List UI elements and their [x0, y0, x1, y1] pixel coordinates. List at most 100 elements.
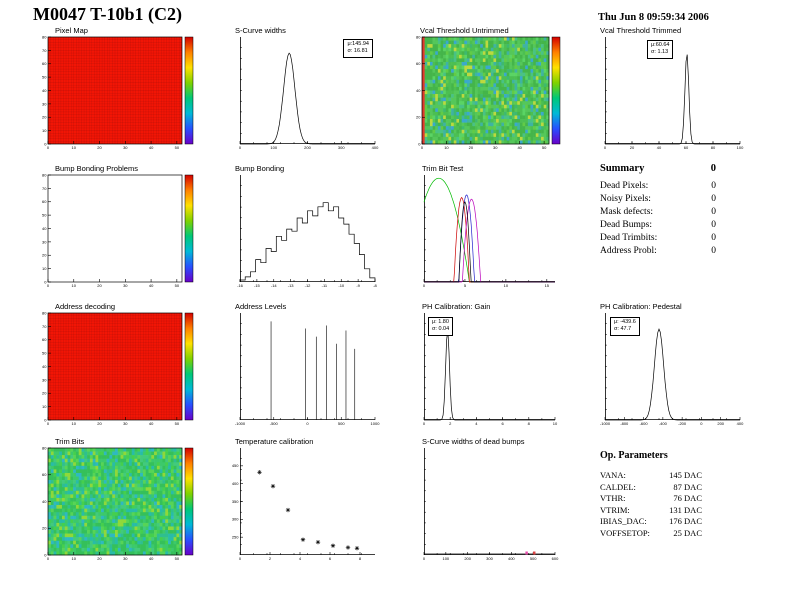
- svg-text:40: 40: [657, 145, 662, 150]
- svg-text:20: 20: [416, 115, 421, 120]
- panel-s-curve-widths: S-Curve widths 0 100 200 300 400 μ:145.94 σ:…: [235, 26, 379, 150]
- summary-row-dead-pixels: Dead Pixels: 0: [600, 180, 716, 193]
- panel-pixel-map: Pixel Map 0 10 20 30 40 50 0 10 20 30 40 50 60 70 80: [42, 26, 194, 150]
- svg-text:10: 10: [444, 145, 449, 150]
- svg-text:70: 70: [42, 324, 47, 329]
- svg-text:10: 10: [72, 556, 77, 561]
- svg-text:0: 0: [418, 141, 421, 146]
- svg-text:40: 40: [416, 88, 421, 93]
- svg-text:100: 100: [442, 556, 449, 561]
- svg-text:60: 60: [42, 61, 47, 66]
- temperature-calibration-plot: 0 2 4 6 8 250 300 350 400 450: [232, 448, 375, 561]
- svg-text:-800: -800: [620, 421, 629, 426]
- address-decoding-title: Address decoding: [55, 302, 116, 311]
- panel-ph-calibration-pedestal: PH Calibration: Pedestal -1000 -800 -600 -4…: [600, 302, 744, 426]
- svg-text:30: 30: [42, 377, 47, 382]
- svg-text:500: 500: [338, 421, 345, 426]
- svg-text:0: 0: [47, 283, 50, 288]
- address-levels-plot: -1000 -500 0 500 1000: [235, 313, 380, 426]
- panel-bump-bonding-problems: Bump Bonding Problems 0 10 20 30 40 50 0 10 20 30…: [42, 164, 194, 288]
- svg-text:20: 20: [97, 145, 102, 150]
- svg-text:10: 10: [72, 421, 77, 426]
- svg-text:400: 400: [232, 481, 239, 486]
- op-parameters-block: Op. Parameters VANA: 145 DAC CALDEL: 87 …: [600, 450, 702, 539]
- op-parameters-title: Op. Parameters: [600, 450, 668, 461]
- svg-text:-200: -200: [678, 421, 687, 426]
- svg-text:-400: -400: [659, 421, 668, 426]
- summary-value: 0: [711, 181, 716, 191]
- svg-text:50: 50: [175, 283, 180, 288]
- pixel-map-plot: 0 10 20 30 40 50 0 10 20 30 40 50 60 70 80: [42, 34, 194, 150]
- svg-text:40: 40: [149, 421, 154, 426]
- summary-title: Summary: [600, 163, 645, 174]
- svg-text:-500: -500: [270, 421, 279, 426]
- op-label: VTRIM:: [600, 504, 630, 515]
- svg-text:-10: -10: [338, 283, 345, 288]
- stats-mu: μ:145.94: [347, 41, 369, 47]
- svg-text:-11: -11: [322, 283, 328, 288]
- svg-text:10: 10: [42, 266, 47, 271]
- svg-text:50: 50: [42, 75, 47, 80]
- svg-text:8: 8: [528, 421, 531, 426]
- svg-text:20: 20: [42, 526, 47, 531]
- svg-text:10: 10: [504, 283, 509, 288]
- summary-value: 0: [711, 207, 716, 217]
- summary-label: Address Probl:: [600, 246, 657, 256]
- svg-text:450: 450: [232, 463, 239, 468]
- op-label: VTHR:: [600, 493, 626, 503]
- bump-bonding-problems-plot: 0 10 20 30 40 50 0 10 20 30 40 50 60 70 80: [42, 172, 194, 288]
- svg-text:2: 2: [449, 421, 452, 426]
- svg-text:50: 50: [42, 351, 47, 356]
- summary-label: Dead Bumps:: [600, 220, 652, 230]
- svg-text:60: 60: [684, 145, 689, 150]
- op-value: 145 DAC: [669, 470, 702, 480]
- timestamp: Thu Jun 8 09:59:34 2006: [598, 12, 709, 23]
- svg-text:10: 10: [42, 404, 47, 409]
- svg-text:0: 0: [423, 283, 426, 288]
- ph-calibration-pedestal-plot: -1000 -800 -600 -400 -200 0 200 400: [600, 313, 744, 426]
- svg-text:-15: -15: [254, 283, 261, 288]
- svg-text:0: 0: [239, 145, 242, 150]
- svg-text:0: 0: [44, 417, 47, 422]
- svg-text:30: 30: [42, 239, 47, 244]
- s-curve-widths-title: S-Curve widths: [235, 26, 286, 35]
- op-label: VOFFSETOP:: [600, 527, 650, 538]
- pixel-map-title: Pixel Map: [55, 26, 88, 35]
- svg-text:50: 50: [542, 145, 547, 150]
- svg-text:30: 30: [123, 145, 128, 150]
- summary-row-noisy-pixels: Noisy Pixels: 0: [600, 193, 716, 206]
- op-value: 176 DAC: [669, 516, 702, 526]
- vcal-threshold-untrimmed-plot: 0 10 20 30 40 50 0 20 40 60 80: [416, 34, 561, 150]
- panel-s-curve-widths-dead-bumps: S-Curve widths of dead bumps 0 100 200 300 4…: [422, 437, 559, 561]
- op-row-voffsetop: VOFFSETOP: 25 DAC: [600, 528, 702, 540]
- bump-bonding-plot: -16 -15 -14 -13 -12 -11 -10 -9 -8: [237, 175, 378, 288]
- s-curve-widths-stats-box: μ:145.94 σ: 16.81: [343, 39, 373, 58]
- svg-text:40: 40: [42, 499, 47, 504]
- svg-text:20: 20: [42, 115, 47, 120]
- op-row-vtrim: VTRIM: 131 DAC: [600, 505, 702, 517]
- svg-text:100: 100: [737, 145, 744, 150]
- panel-bump-bonding: Bump Bonding -16 -15 -14 -13 -12 -11 -10 -9 -8: [235, 164, 378, 288]
- op-label: IBIAS_DAC:: [600, 516, 647, 526]
- summary-header: Summary 0: [600, 163, 716, 174]
- op-row-caldel: CALDEL: 87 DAC: [600, 482, 702, 494]
- stats-sigma: σ: 0.04: [432, 326, 450, 333]
- ph-gain-stats-box: μ: 1.80 σ: 0.04: [428, 317, 454, 336]
- summary-label: Noisy Pixels:: [600, 194, 651, 204]
- op-label: VANA:: [600, 470, 626, 480]
- svg-text:40: 40: [42, 88, 47, 93]
- svg-text:30: 30: [493, 145, 498, 150]
- svg-text:-14: -14: [271, 283, 278, 288]
- svg-text:20: 20: [97, 421, 102, 426]
- panel-temperature-calibration: Temperature calibration 0 2 4 6 8 250 300 350 40…: [232, 437, 375, 561]
- svg-text:400: 400: [372, 145, 379, 150]
- trim-bits-plot: 0 10 20 30 40 50 0 20 40 60 80: [42, 445, 194, 561]
- summary-row-dead-bumps: Dead Bumps: 0: [600, 219, 716, 232]
- svg-text:70: 70: [42, 48, 47, 53]
- svg-text:50: 50: [175, 145, 180, 150]
- ph-calibration-gain-title: PH Calibration: Gain: [422, 302, 491, 311]
- svg-text:10: 10: [72, 145, 77, 150]
- svg-text:30: 30: [123, 556, 128, 561]
- svg-text:400: 400: [508, 556, 515, 561]
